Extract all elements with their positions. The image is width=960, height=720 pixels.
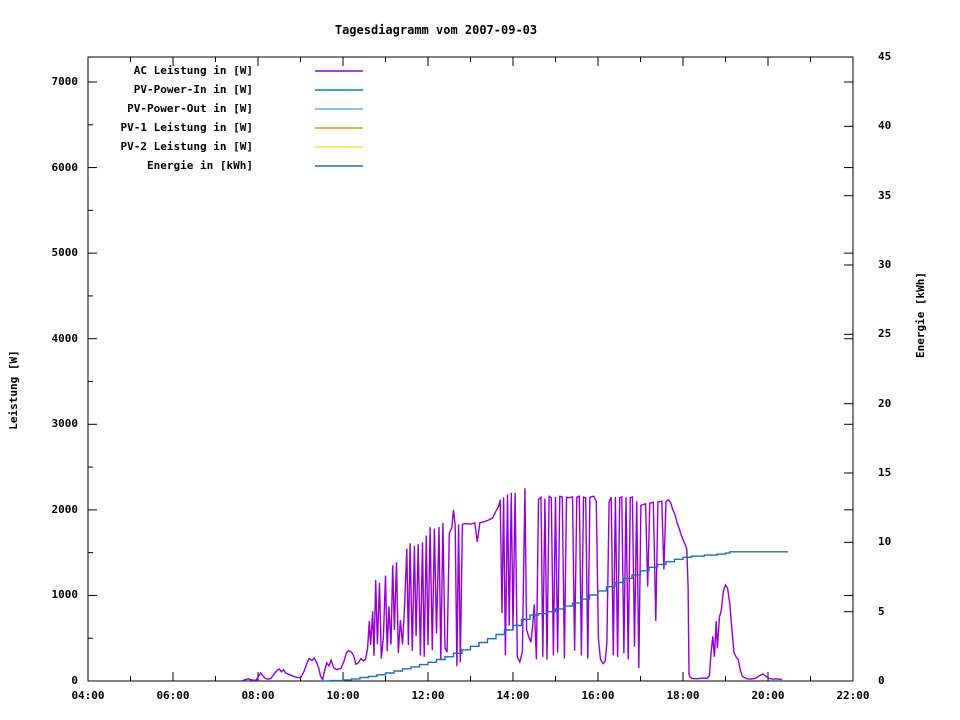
y2-tick-label: 25 xyxy=(878,327,892,341)
x-tick-label: 22:00 xyxy=(836,689,870,702)
x-tick-label: 08:00 xyxy=(241,689,275,702)
y1-tick-label: 4000 xyxy=(51,331,79,345)
series-line-0 xyxy=(242,488,783,682)
legend-label-1: PV-Power-In in [W] xyxy=(133,83,253,96)
y2-tick-label: 0 xyxy=(878,674,885,687)
y1-tick-label: 0 xyxy=(71,674,78,687)
y1-tick-label: 3000 xyxy=(51,417,79,431)
legend-label-0: AC Leistung in [W] xyxy=(133,64,253,77)
x-tick-label: 10:00 xyxy=(326,689,360,702)
y2-tick-label: 30 xyxy=(878,258,892,271)
x-tick-label: 20:00 xyxy=(751,689,785,702)
x-tick-label: 06:00 xyxy=(156,689,190,702)
legend-label-4: PV-2 Leistung in [W] xyxy=(120,140,253,153)
y2-tick-label: 10 xyxy=(878,535,892,549)
y1-tick-label: 5000 xyxy=(51,246,79,260)
x-tick-label: 04:00 xyxy=(71,689,105,702)
y2-tick-label: 15 xyxy=(878,466,892,479)
y1-tick-label: 1000 xyxy=(51,588,79,602)
x-tick-label: 14:00 xyxy=(496,689,530,702)
chart-title: Tagesdiagramm vom 2007-09-03 xyxy=(334,23,538,37)
y1-tick-label: 6000 xyxy=(51,160,79,174)
y2-tick-label: 35 xyxy=(878,188,892,202)
x-tick-label: 16:00 xyxy=(581,689,615,702)
y2-tick-label: 45 xyxy=(878,50,892,63)
y1-tick-label: 2000 xyxy=(51,502,79,516)
y2-tick-label: 20 xyxy=(878,396,892,410)
series-line-5 xyxy=(317,551,788,682)
x-tick-label: 18:00 xyxy=(666,689,700,702)
legend-label-5: Energie in [kWh] xyxy=(147,159,253,172)
y2-tick-label: 40 xyxy=(878,119,892,133)
legend-label-3: PV-1 Leistung in [W] xyxy=(120,121,253,134)
legend-label-2: PV-Power-Out in [W] xyxy=(127,102,253,115)
x-tick-label: 12:00 xyxy=(411,689,445,702)
y1-tick-label: 7000 xyxy=(51,75,79,88)
y2-tick-label: 5 xyxy=(878,604,885,618)
